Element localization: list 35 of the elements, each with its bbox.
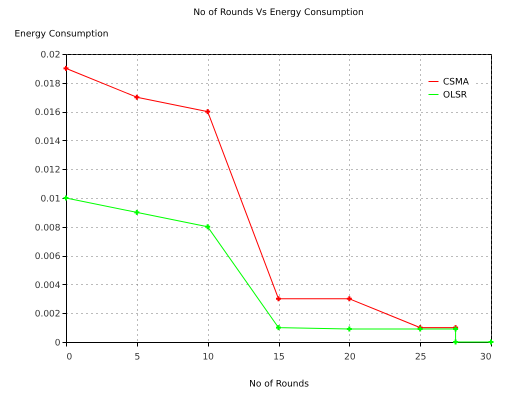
y-tick-label: 0.02	[40, 50, 60, 60]
point	[346, 296, 352, 302]
x-tick-label: 25	[414, 352, 426, 362]
point	[346, 326, 352, 332]
y-tick-label: 0.008	[34, 223, 61, 234]
y-tick-label: 0	[54, 338, 61, 348]
x-tick-label: 20	[344, 352, 356, 362]
y-tick-label: 0.014	[34, 136, 61, 147]
point	[134, 210, 140, 215]
point	[453, 340, 458, 344]
legend-label: CSMA	[443, 78, 470, 88]
y-tick-label: 0.012	[34, 166, 60, 176]
point	[64, 196, 68, 200]
x-tick-label: 0	[66, 352, 72, 362]
x-tick-label: 15	[273, 352, 285, 362]
y-tick-label: 0.018	[34, 79, 61, 90]
y-tick-label: 0.016	[34, 108, 61, 118]
chart-title: No of Rounds Vs Energy Consumption	[193, 8, 364, 18]
x-tick-label: 10	[202, 352, 214, 362]
y-tick-label: 0.002	[34, 310, 60, 320]
point	[64, 66, 68, 71]
y-tick-label: 0.01	[40, 194, 60, 204]
x-tick-label: 30	[480, 352, 492, 362]
x-axis-title: No of Rounds	[249, 380, 310, 390]
y-tick-label: 0.004	[34, 280, 61, 291]
point	[205, 224, 210, 230]
legend-label: OLSR	[443, 90, 468, 100]
point	[205, 109, 210, 114]
point	[276, 296, 281, 302]
y-axis-title: Energy Consumption	[14, 30, 108, 40]
x-tick-label: 5	[134, 352, 140, 362]
y-tick-label: 0.006	[34, 252, 61, 262]
point	[134, 94, 140, 100]
point	[276, 325, 281, 330]
point	[488, 340, 494, 344]
